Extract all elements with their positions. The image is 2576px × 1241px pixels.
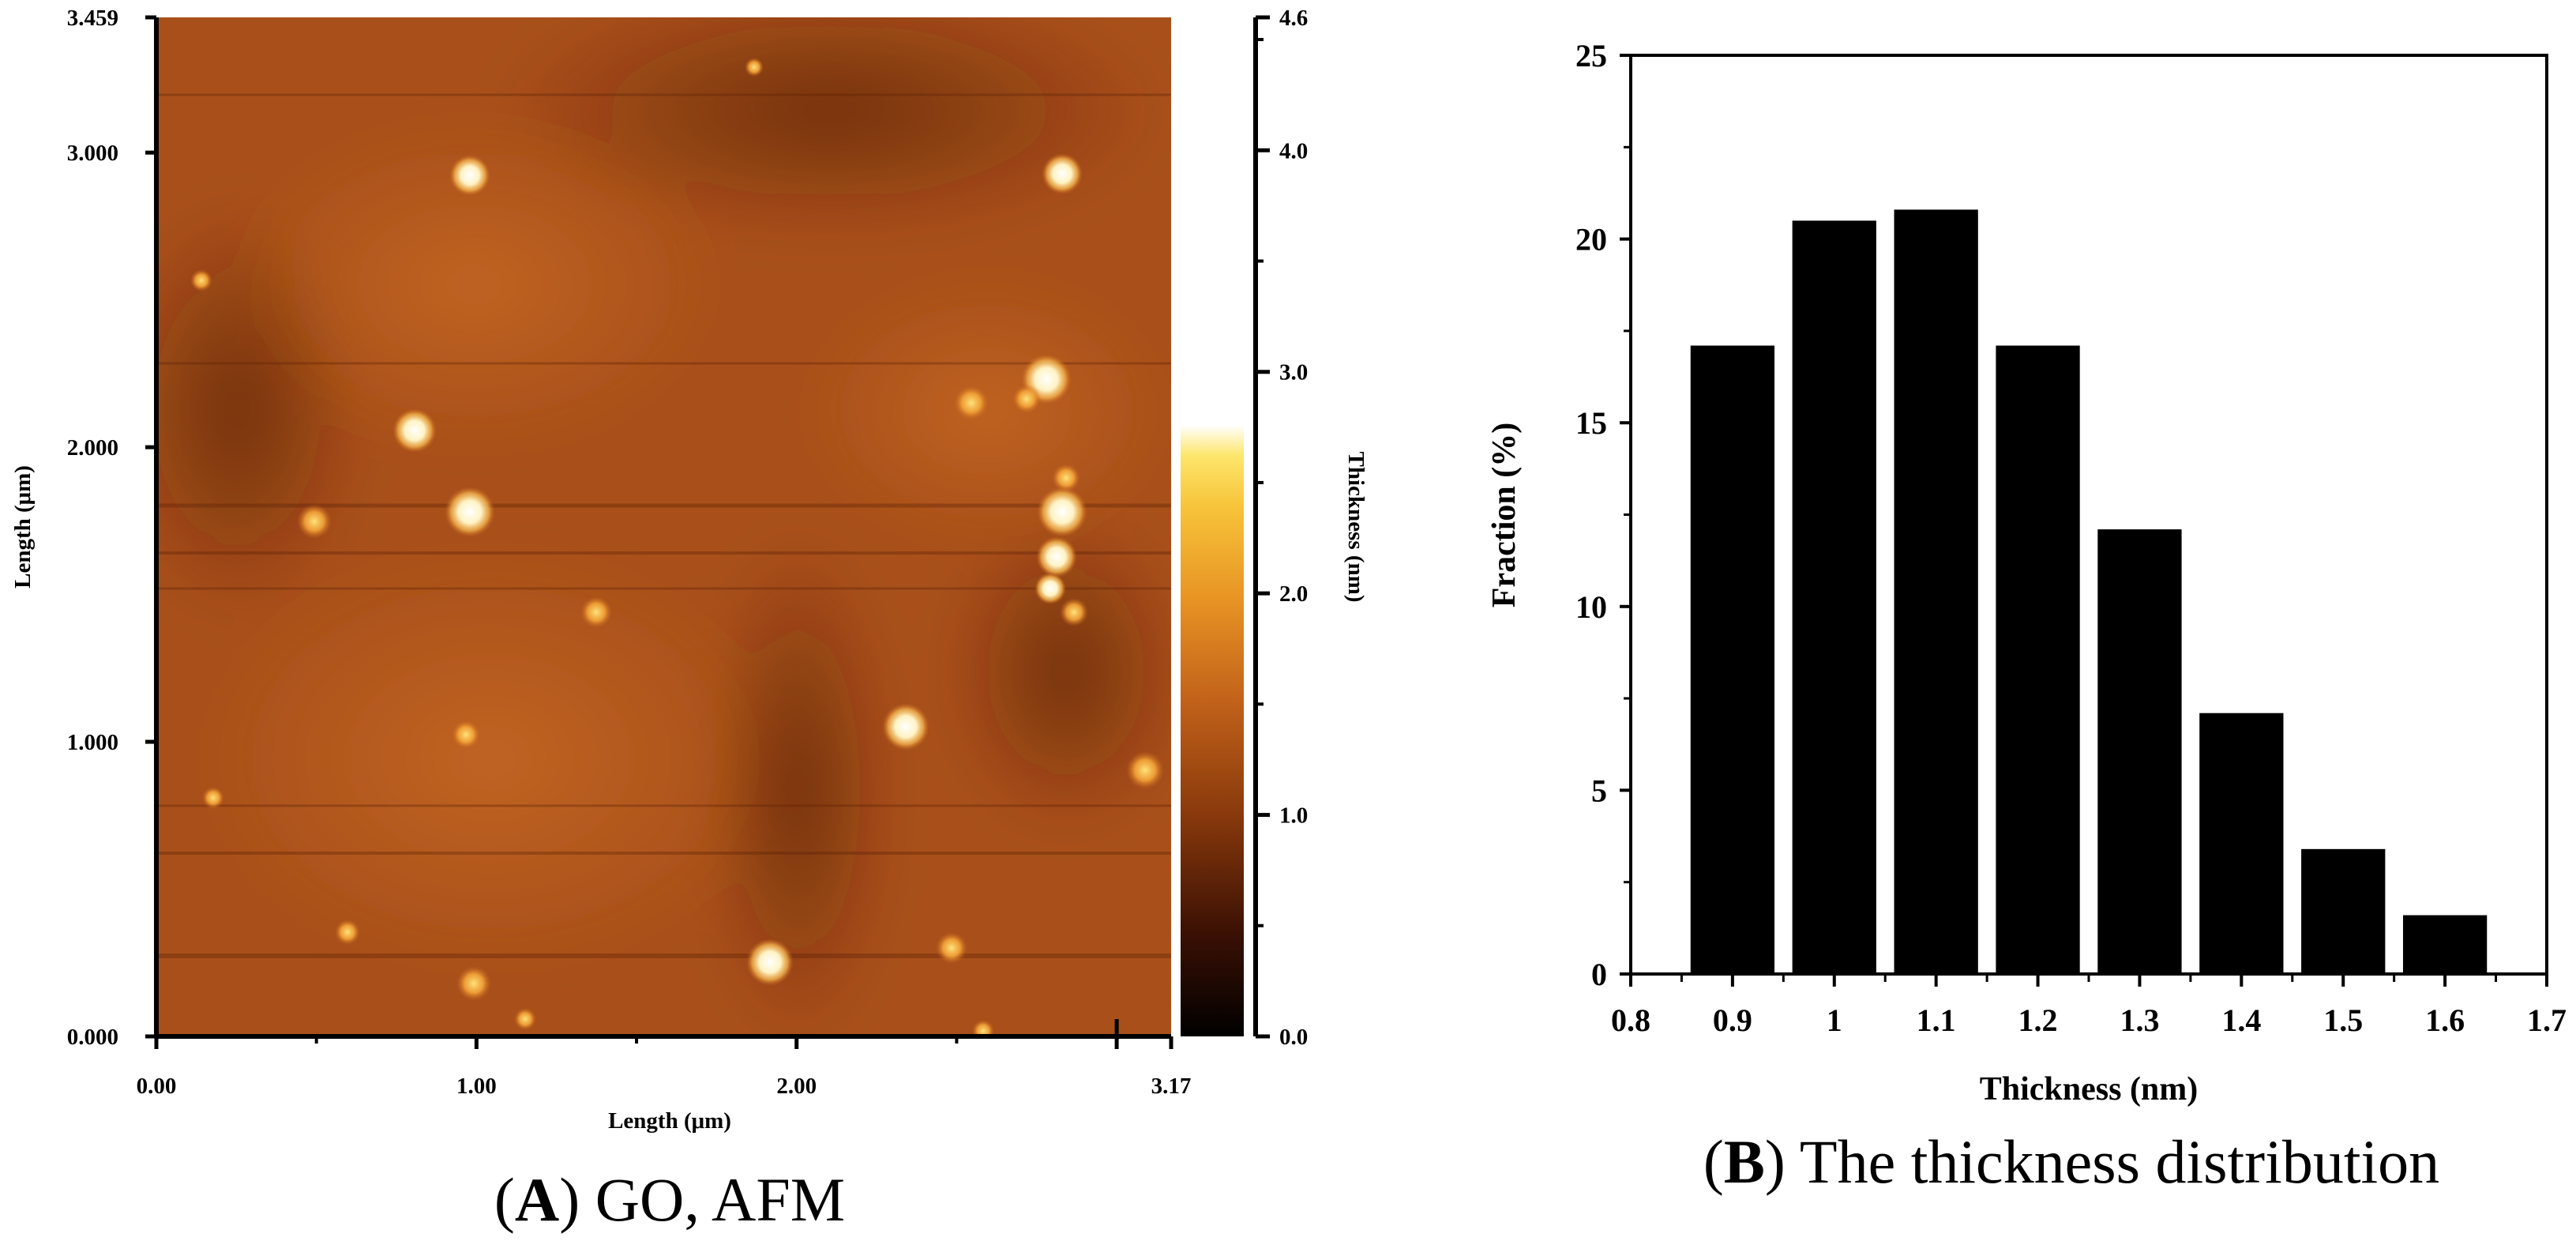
bar-1 — [1792, 220, 1876, 975]
colorbar-tick-label: 2.0 — [1279, 581, 1308, 607]
panel-a-x-ticks: 0.00 1.00 2.00 3.17 — [137, 1019, 1192, 1099]
panel-b-x-axis-label: Thickness (nm) — [1980, 1071, 2199, 1107]
colorbar-tick-label: 3.0 — [1279, 360, 1308, 385]
bar-1.1 — [1894, 209, 1978, 974]
colorbar-ticks: 0.0 1.0 2.0 3.0 4.0 4.6 — [1256, 6, 1308, 1050]
b-x-tick-label: 1 — [1827, 1002, 1842, 1038]
panel-a-x-axis-label: Length (μm) — [608, 1108, 731, 1134]
panel-a-caption-text: GO, AFM — [595, 1165, 845, 1234]
colorbar-label: Thickness (nm) — [1343, 452, 1369, 603]
panel-b-y-axis-label: Fraction (%) — [1486, 423, 1523, 607]
b-y-tick-label: 25 — [1575, 38, 1607, 73]
a-x-tick-label: 1.00 — [456, 1074, 497, 1099]
a-y-tick-label: 3.459 — [67, 6, 118, 31]
b-x-tick-label: 1.6 — [2425, 1002, 2465, 1038]
colorbar-tick-label: 4.0 — [1279, 138, 1308, 164]
bar-1.6 — [2402, 915, 2488, 974]
panel-b-x-ticks: 0.8 0.9 1 1.1 1.2 1.3 1.4 1.5 1.6 1.7 — [1611, 974, 2567, 1038]
thickness-colorbar — [1181, 17, 1244, 1036]
b-x-tick-label: 0.9 — [1713, 1002, 1752, 1038]
bar-0.9 — [1690, 345, 1775, 974]
colorbar-tick-label: 0.0 — [1279, 1025, 1308, 1050]
bar-1.5 — [2301, 848, 2386, 974]
b-x-tick-label: 1.4 — [2221, 1002, 2261, 1038]
panel-a-axes — [154, 17, 1258, 1039]
panel-b-caption-letter: B — [1724, 1127, 1765, 1196]
panel-a-y-ticks: 0.000 1.000 2.000 3.000 3.459 — [67, 6, 156, 1050]
scan-lines — [156, 93, 1171, 958]
panel-a-caption: (A) GO, AFM — [494, 1165, 845, 1234]
particles — [190, 58, 1164, 1036]
panel-b-caption-text: The thickness distribution — [1800, 1127, 2439, 1196]
panel-b-caption: (B) The thickness distribution — [1703, 1127, 2439, 1196]
bar-1.4 — [2199, 713, 2284, 974]
panel-a-afm: 0.000 1.000 2.000 3.000 3.459 0.00 1.00 2.00 3.… — [10, 6, 1369, 1234]
b-x-tick-label: 0.8 — [1611, 1002, 1650, 1038]
panel-a-caption-letter: A — [515, 1165, 559, 1234]
a-x-tick-label: 0.00 — [137, 1074, 177, 1099]
b-y-tick-label: 5 — [1591, 773, 1607, 808]
colorbar-tick-label: 4.6 — [1279, 6, 1308, 31]
afm-height-map — [156, 17, 1171, 1036]
a-y-tick-label: 2.000 — [67, 435, 118, 461]
b-x-tick-label: 1.1 — [1917, 1002, 1956, 1038]
panel-a-y-axis-label: Length (μm) — [10, 465, 36, 589]
bars — [1690, 209, 2488, 975]
b-y-tick-label: 0 — [1591, 957, 1607, 992]
a-y-tick-label: 1.000 — [67, 730, 118, 755]
bar-1.3 — [2097, 529, 2182, 974]
a-x-tick-label: 3.17 — [1151, 1074, 1192, 1099]
b-x-tick-label: 1.2 — [2018, 1002, 2058, 1038]
panel-b-y-ticks: 0 5 10 15 20 25 — [1575, 38, 1631, 992]
b-y-tick-label: 15 — [1575, 405, 1607, 441]
a-y-tick-label: 0.000 — [67, 1025, 118, 1050]
b-y-tick-label: 10 — [1575, 589, 1607, 625]
colorbar-tick-label: 1.0 — [1279, 803, 1308, 829]
b-y-tick-label: 20 — [1575, 222, 1607, 258]
bar-1.2 — [1996, 345, 2080, 974]
a-x-tick-label: 2.00 — [776, 1074, 817, 1099]
b-x-tick-label: 1.7 — [2527, 1002, 2567, 1038]
b-x-tick-label: 1.3 — [2120, 1002, 2159, 1038]
b-x-tick-label: 1.5 — [2323, 1002, 2363, 1038]
a-y-tick-label: 3.000 — [67, 141, 118, 166]
